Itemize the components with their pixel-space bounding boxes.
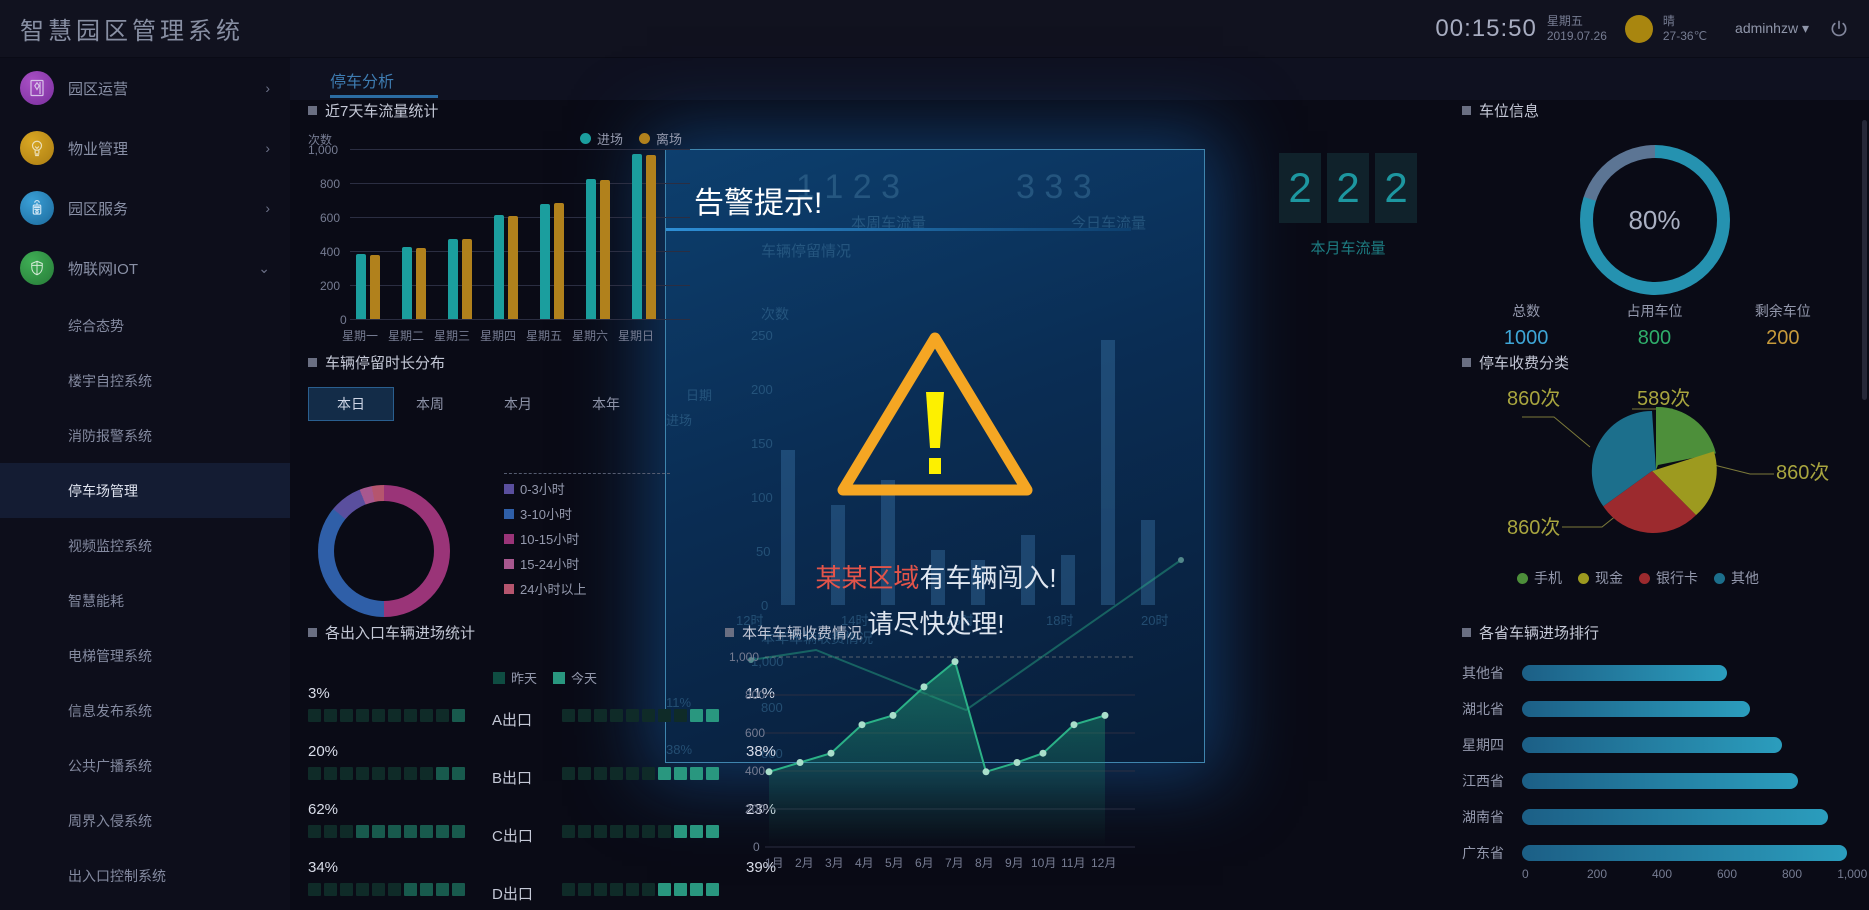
svg-text:11月: 11月 <box>1061 856 1085 870</box>
svg-text:1,000: 1,000 <box>729 650 759 664</box>
svg-text:9月: 9月 <box>1005 856 1024 870</box>
svg-text:0: 0 <box>753 840 760 854</box>
svg-text:6月: 6月 <box>915 856 934 870</box>
svg-text:7月: 7月 <box>945 856 964 870</box>
svg-text:200: 200 <box>745 802 765 816</box>
svg-text:600: 600 <box>745 726 765 740</box>
svg-text:12月: 12月 <box>1091 856 1116 870</box>
svg-text:589次: 589次 <box>1637 387 1690 410</box>
svg-text:10月: 10月 <box>1031 856 1056 870</box>
svg-text:800: 800 <box>745 688 765 702</box>
svg-text:860次: 860次 <box>1776 461 1829 484</box>
svg-text:400: 400 <box>745 764 765 778</box>
svg-text:4月: 4月 <box>855 856 874 870</box>
svg-text:8月: 8月 <box>975 856 994 870</box>
svg-text:860次: 860次 <box>1507 387 1560 410</box>
svg-text:860次: 860次 <box>1507 516 1560 539</box>
svg-text:3月: 3月 <box>825 856 844 870</box>
svg-text:5月: 5月 <box>885 856 904 870</box>
svg-text:2月: 2月 <box>795 856 814 870</box>
svg-text:1月: 1月 <box>765 856 784 870</box>
